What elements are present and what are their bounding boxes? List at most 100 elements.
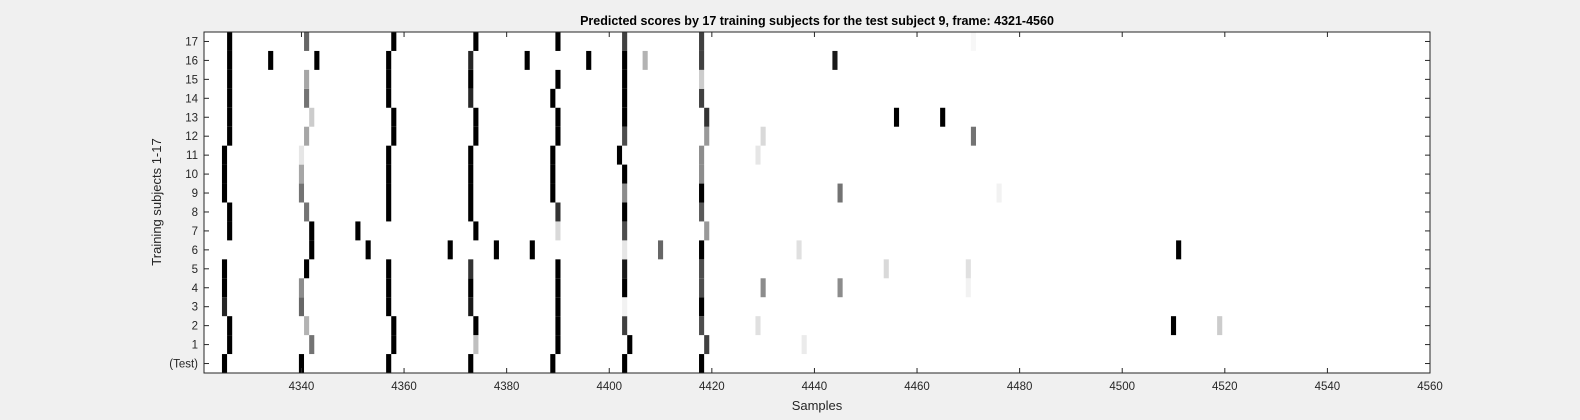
- heatmap-cell: [622, 316, 628, 336]
- heatmap-cell: [837, 183, 843, 203]
- heatmap-cell: [837, 278, 843, 298]
- heatmap-cell: [309, 221, 315, 241]
- heatmap-cell: [832, 50, 838, 70]
- heatmap-cell: [622, 69, 628, 89]
- heatmap-cell: [555, 259, 561, 279]
- heatmap-cell: [555, 316, 561, 336]
- y-tick-label: 9: [192, 188, 198, 200]
- heatmap-cell: [386, 88, 392, 108]
- heatmap-cell: [555, 107, 561, 127]
- x-tick-label: 4560: [1417, 381, 1443, 393]
- heatmap-cell: [996, 183, 1002, 203]
- y-tick-label: 10: [185, 169, 198, 181]
- heatmap-cell: [391, 335, 397, 355]
- heatmap-cell: [386, 278, 392, 298]
- heatmap-cell: [555, 335, 561, 355]
- heatmap-cell: [622, 221, 628, 241]
- heatmap-cell: [622, 183, 628, 203]
- heatmap-cell: [298, 145, 305, 165]
- heatmap-cell: [221, 183, 228, 203]
- heatmap-cell: [616, 145, 623, 165]
- y-tick-label: 15: [185, 74, 198, 86]
- x-tick-label: 4500: [1109, 381, 1135, 393]
- heatmap-cell: [622, 50, 628, 70]
- heatmap-cell: [355, 221, 361, 241]
- heatmap-cell: [699, 354, 705, 373]
- heatmap-cell: [622, 278, 628, 298]
- heatmap-cell: [622, 240, 628, 260]
- heatmap-cell: [227, 316, 233, 336]
- heatmap-cell: [304, 69, 310, 89]
- heatmap-cell: [970, 126, 977, 146]
- heatmap-cell: [550, 183, 556, 203]
- heatmap-cell: [622, 32, 628, 51]
- heatmap-cell: [642, 50, 648, 70]
- heatmap-cell: [391, 126, 397, 146]
- heatmap-cell: [657, 240, 664, 260]
- heatmap-cell: [704, 221, 710, 241]
- heatmap-cell: [468, 297, 474, 317]
- heatmap-cell: [965, 278, 971, 298]
- heatmap-cell: [298, 354, 305, 373]
- heatmap-cell: [468, 354, 474, 373]
- heatmap-cell: [221, 145, 228, 165]
- heatmap-cell: [309, 240, 315, 260]
- heatmap-cell: [386, 164, 392, 184]
- heatmap-cell: [386, 354, 392, 373]
- heatmap-cell: [468, 259, 474, 279]
- x-tick-label: 4520: [1212, 381, 1238, 393]
- heatmap-cell: [622, 354, 628, 373]
- heatmap-cell: [493, 240, 499, 260]
- heatmap-cell: [468, 69, 474, 89]
- heatmap-cell: [473, 221, 479, 241]
- heatmap-cell: [298, 278, 305, 298]
- x-axis-ticks: 4340 4360 4380 4400 4420 4440 4460 4480 4500 4520…: [289, 32, 1443, 393]
- heatmap-cell: [622, 297, 628, 317]
- heatmap-cell: [760, 126, 766, 146]
- heatmap-cell: [555, 278, 561, 298]
- x-tick-label: 4440: [802, 381, 828, 393]
- x-tick-label: 4460: [904, 381, 930, 393]
- heatmap-cell: [304, 202, 310, 222]
- heatmap-cell: [699, 183, 705, 203]
- heatmap-cell: [309, 335, 315, 355]
- heatmap-cell: [796, 240, 802, 260]
- heatmap-cell: [622, 259, 628, 279]
- heatmap-cell: [1170, 316, 1177, 336]
- heatmap-cell: [468, 145, 474, 165]
- heatmap-cell: [473, 316, 479, 336]
- y-tick-label: 17: [185, 36, 198, 48]
- heatmap-cell: [699, 316, 705, 336]
- heatmap-cell: [468, 164, 474, 184]
- heatmap-cell: [704, 126, 710, 146]
- heatmap-cell: [468, 88, 474, 108]
- y-tick-label: 4: [192, 283, 199, 295]
- x-tick-label: 4360: [391, 381, 417, 393]
- y-tick-label: 7: [192, 226, 198, 238]
- y-tick-label: 14: [185, 93, 198, 105]
- heatmap-cell: [227, 107, 233, 127]
- heatmap-cell: [699, 145, 705, 165]
- heatmap-cell: [801, 335, 807, 355]
- heatmap-cell: [760, 278, 766, 298]
- heatmap-cell: [309, 107, 315, 127]
- plot-area: [204, 32, 1430, 373]
- heatmap-cell: [386, 50, 392, 70]
- heatmap-cells: [221, 32, 1223, 373]
- heatmap-cell: [699, 164, 705, 184]
- y-tick-label: 5: [192, 264, 198, 276]
- heatmap-cell: [555, 297, 561, 317]
- heatmap-cell: [699, 69, 705, 89]
- heatmap-cell: [704, 107, 710, 127]
- heatmap-cell: [550, 164, 556, 184]
- heatmap-cell: [755, 316, 761, 336]
- heatmap-cell: [940, 107, 946, 127]
- heatmap-cell: [221, 354, 228, 373]
- heatmap-cell: [304, 126, 310, 146]
- heatmap-cell: [221, 297, 228, 317]
- heatmap-cell: [627, 335, 633, 355]
- heatmap-cell: [755, 145, 761, 165]
- heatmap-cell: [699, 202, 705, 222]
